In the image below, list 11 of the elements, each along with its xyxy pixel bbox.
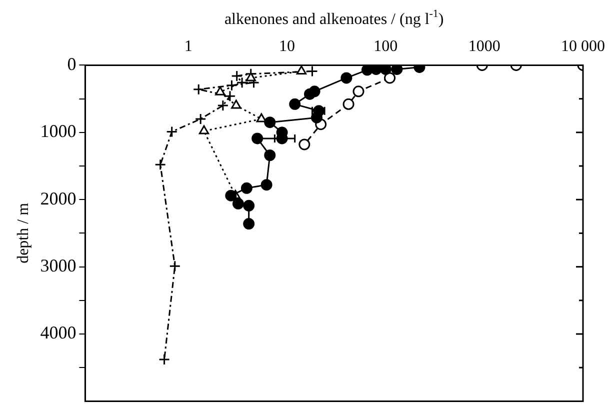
y-tick-label: 1000 xyxy=(40,121,76,142)
y-tick-label: 4000 xyxy=(40,322,76,343)
x-tick-label: 10 000 xyxy=(561,38,605,55)
x-tick-label: 100 xyxy=(374,38,398,55)
y-tick-label: 2000 xyxy=(40,188,76,208)
x-tick-label: 1 xyxy=(184,38,192,55)
y-tick-label: 3000 xyxy=(40,256,76,276)
x-tick-label: 1000 xyxy=(468,38,500,55)
x-tick-label: 10 xyxy=(279,38,296,55)
y-axis-title: depth / m xyxy=(14,202,32,264)
y-tick-label: 0 xyxy=(67,54,76,74)
